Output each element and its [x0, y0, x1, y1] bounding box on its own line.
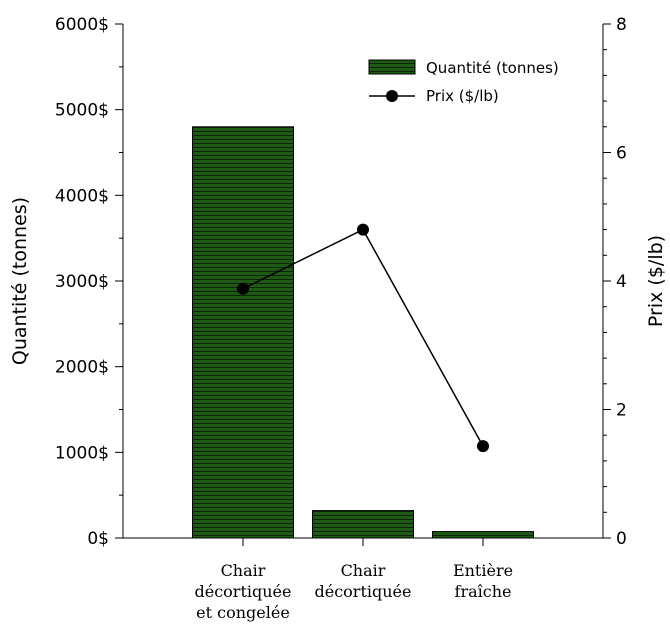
- axes-layer: 0$ 1000$ 2000$ 3000$ 4000$ 5000$ 6000$ 0 2 4 6 8 Cha…: [55, 15, 627, 622]
- legend-line-label: Prix ($/lb): [426, 87, 499, 105]
- y2-tick-label: 2: [616, 401, 627, 421]
- price-point: [477, 440, 489, 453]
- bar: [312, 510, 414, 539]
- y2-tick-label: 0: [616, 529, 627, 549]
- legend-bar-label: Quantité (tonnes): [426, 59, 559, 77]
- y-tick-label: 4000$: [55, 186, 109, 206]
- y2-tick-label: 8: [616, 15, 627, 35]
- y-tick-label: 1000$: [55, 443, 109, 463]
- y2-tick-label: 4: [616, 272, 627, 292]
- bar: [432, 531, 534, 539]
- category-label: Chair décortiquée: [315, 561, 412, 601]
- bars-layer: [192, 126, 534, 539]
- category-label-line: Entière: [453, 561, 513, 580]
- legend-line-marker: [386, 90, 398, 102]
- category-label-line: et congelée: [196, 603, 290, 622]
- y-axis-title: Quantité (tonnes): [9, 197, 31, 365]
- y2-axis-title: Prix ($/lb): [645, 235, 667, 327]
- y-tick-label: 2000$: [55, 358, 109, 378]
- category-label: Entière fraîche: [453, 561, 513, 601]
- y-tick-label: 6000$: [55, 15, 109, 35]
- price-point: [237, 282, 249, 295]
- y-tick-label: 3000$: [55, 272, 109, 292]
- category-label-line: fraîche: [455, 582, 512, 601]
- y-tick-label: 5000$: [55, 101, 109, 121]
- category-label-line: décortiquée: [195, 582, 292, 601]
- y2-tick-label: 6: [616, 144, 627, 164]
- category-label-line: décortiquée: [315, 582, 412, 601]
- price-point: [357, 223, 369, 236]
- legend: Quantité (tonnes) Prix ($/lb): [368, 59, 559, 105]
- category-label-line: Chair: [221, 561, 266, 580]
- category-label-line: Chair: [341, 561, 386, 580]
- price-line-layer: [237, 223, 489, 453]
- y-tick-label: 0$: [87, 529, 109, 549]
- category-label: Chair décortiquée et congelée: [195, 561, 292, 622]
- bar: [192, 126, 294, 539]
- legend-bar-swatch: [368, 59, 416, 75]
